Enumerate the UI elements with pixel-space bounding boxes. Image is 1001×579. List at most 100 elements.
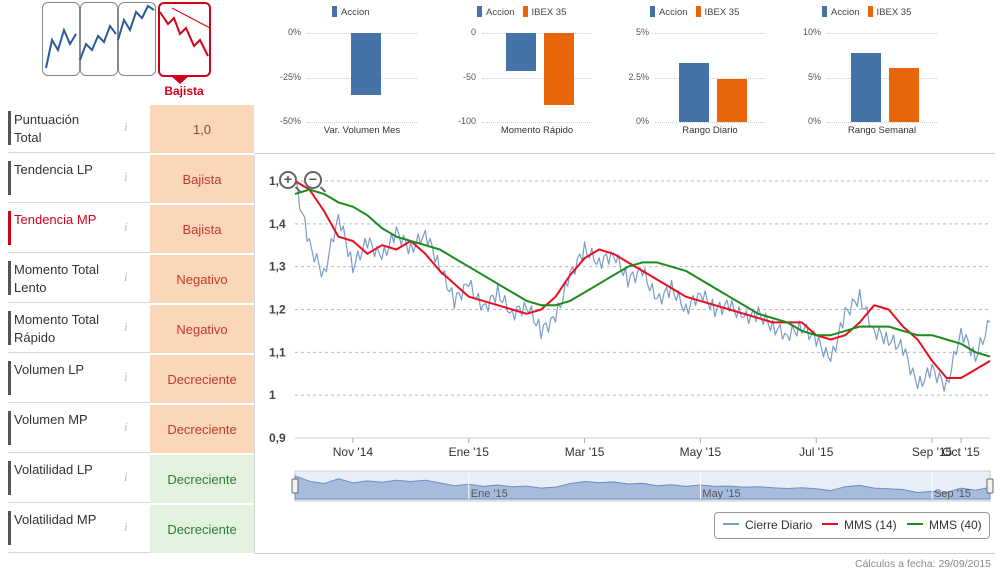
info-icon[interactable]: i: [124, 319, 128, 334]
legend-mms14[interactable]: MMS (14): [822, 518, 897, 532]
info-icon[interactable]: i: [124, 469, 128, 484]
trend-option-alcista-lateral[interactable]: [42, 2, 80, 76]
y-tick-label: -100: [457, 116, 476, 126]
grid-line: [827, 122, 937, 123]
mini-legend: Accion IBEX 35: [477, 6, 574, 18]
zoom-out-icon[interactable]: −: [304, 171, 322, 189]
indicator-value: Negativo: [150, 305, 254, 353]
bar[interactable]: [544, 33, 574, 106]
y-tick-label: 0%: [635, 116, 649, 126]
indicator-row: Volumen LP i Decreciente: [8, 355, 254, 403]
mini-legend: Accion: [332, 6, 378, 18]
trend-pointer-icon: [171, 76, 189, 84]
indicator-value: 1,0: [150, 105, 254, 153]
y-tick-label: 10%: [802, 27, 821, 37]
bar[interactable]: [506, 33, 536, 72]
bar[interactable]: [889, 67, 919, 122]
chart-legend: Cierre Diario MMS (14) MMS (40): [714, 512, 990, 539]
indicator-row: Tendencia LP i Bajista: [8, 155, 254, 203]
series-line-mms40: [294, 188, 991, 358]
info-icon[interactable]: i: [124, 269, 128, 284]
indicator-row: Momento Total Rápido i Negativo: [8, 305, 254, 353]
zoom-in-icon[interactable]: +: [279, 171, 297, 189]
legend-cierre[interactable]: Cierre Diario: [723, 518, 812, 532]
legend-item[interactable]: Accion: [822, 6, 860, 18]
bar[interactable]: [679, 63, 709, 122]
bar[interactable]: [351, 33, 381, 96]
legend-swatch: [522, 6, 528, 17]
footer-divider: [255, 553, 995, 554]
indicator-value: Decreciente: [150, 355, 254, 403]
y-tick-label: 5%: [635, 27, 649, 37]
grid-line: [827, 33, 937, 34]
navigator-label: Ene '15: [471, 488, 508, 500]
legend-item[interactable]: Accion: [332, 6, 370, 18]
legend-item[interactable]: IBEX 35: [695, 6, 739, 18]
legend-mms14-swatch: [822, 523, 838, 525]
row-marker: [8, 411, 11, 445]
info-icon[interactable]: i: [124, 419, 128, 434]
legend-item[interactable]: IBEX 35: [522, 6, 566, 18]
legend-swatch: [650, 6, 655, 17]
legend-label: Accion: [831, 7, 860, 18]
info-icon[interactable]: i: [124, 519, 128, 534]
indicator-value: Bajista: [150, 205, 254, 253]
indicator-row: Volumen MP i Decreciente: [8, 405, 254, 453]
calc-date: Cálculos a fecha: 29/09/2015: [854, 558, 991, 570]
info-icon[interactable]: i: [124, 219, 128, 234]
navigator-right-handle[interactable]: [986, 478, 994, 494]
grid-line: [655, 33, 765, 34]
x-tick-label: May '15: [680, 445, 722, 459]
trend-option-alcista[interactable]: [80, 2, 118, 76]
y-tick-label: 0%: [807, 116, 821, 126]
trend-option-lateral[interactable]: [118, 2, 156, 76]
y-tick-label: 5%: [807, 71, 821, 82]
x-axis-label: Var. Volumen Mes: [323, 125, 401, 136]
info-icon[interactable]: i: [124, 169, 128, 184]
row-marker: [8, 511, 11, 545]
bar[interactable]: [851, 52, 881, 122]
trend-option-bajista[interactable]: [158, 2, 211, 77]
bar[interactable]: [717, 79, 747, 122]
legend-mms14-label: MMS (14): [844, 518, 897, 532]
row-marker: [8, 461, 11, 495]
legend-label: Accion: [659, 7, 688, 18]
indicator-label: Volumen MP: [14, 412, 88, 427]
x-tick-label: Nov '14: [333, 445, 374, 459]
legend-mms40[interactable]: MMS (40): [907, 518, 982, 532]
legend-swatch: [695, 6, 701, 17]
y-tick-label: 1: [269, 388, 276, 402]
y-tick-label: 2.5%: [628, 71, 649, 82]
indicator-label: Momento Total Rápido: [14, 312, 100, 345]
info-icon[interactable]: i: [124, 119, 128, 134]
series-line-mms14: [294, 180, 991, 379]
grid-line: [827, 77, 937, 79]
navigator-label: Sep '15: [934, 488, 971, 500]
indicator-row: Puntuación Total i 1,0: [8, 105, 254, 153]
grid-line: [482, 122, 592, 123]
y-tick-label: 0%: [287, 27, 301, 37]
indicator-value: Decreciente: [150, 455, 254, 503]
mini-legend: Accion IBEX 35: [650, 6, 747, 18]
info-icon[interactable]: i: [124, 369, 128, 384]
legend-swatch: [332, 6, 337, 17]
legend-swatch: [867, 6, 873, 17]
grid-line: [482, 77, 592, 79]
x-tick-label: Mar '15: [565, 445, 605, 459]
indicator-label: Puntuación Total: [14, 112, 80, 145]
navigator-left-handle[interactable]: [291, 478, 299, 494]
indicator-value: Bajista: [150, 155, 254, 203]
grid-line: [655, 122, 765, 123]
row-marker: [8, 111, 11, 145]
x-tick-label: Oct '15: [942, 445, 980, 459]
legend-item[interactable]: Accion: [650, 6, 688, 18]
legend-cierre-swatch: [723, 523, 739, 525]
legend-swatch: [822, 6, 827, 17]
indicator-label: Tendencia LP: [14, 162, 93, 177]
indicator-label: Momento Total Lento: [14, 262, 100, 295]
grid-line: [307, 122, 417, 123]
section-divider: [255, 153, 995, 154]
x-tick-label: Sep '15: [912, 445, 953, 459]
legend-item[interactable]: Accion: [477, 6, 515, 18]
legend-item[interactable]: IBEX 35: [867, 6, 911, 18]
